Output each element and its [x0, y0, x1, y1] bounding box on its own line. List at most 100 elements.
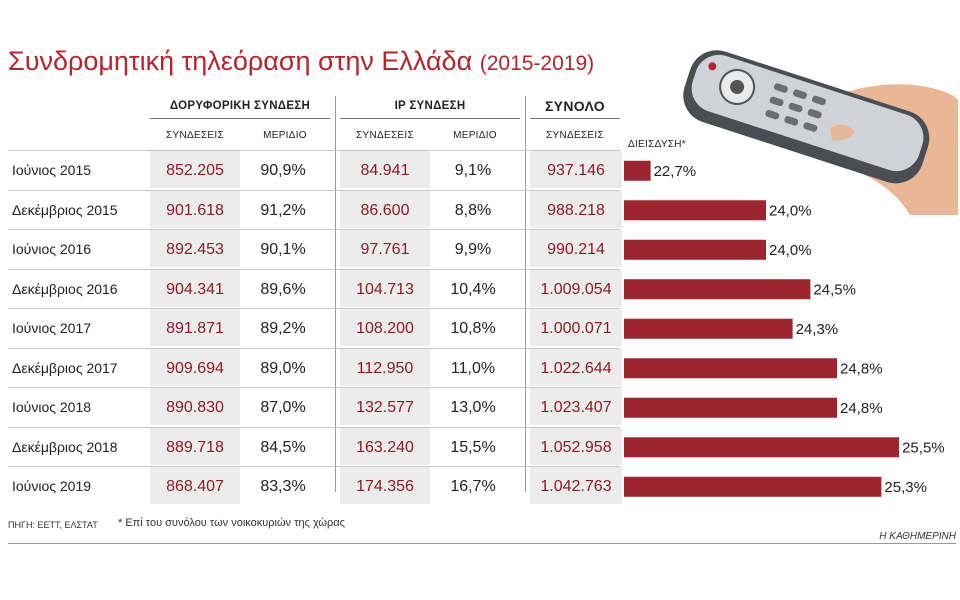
penetration-bar: [624, 476, 882, 497]
total-connections-cell: 1.000.071: [530, 309, 622, 346]
table-row: Ιούνιος 2016 892.453 90,1% 97.761 9,9% 990.21…: [8, 229, 622, 269]
penetration-bar: [624, 200, 766, 221]
total-connections-cell: 1.009.054: [530, 269, 622, 307]
table-row: Δεκέμβριος 2016 904.341 89,6% 104.713 10,4% 1…: [8, 268, 622, 309]
sat-connections-cell: 892.453: [150, 230, 240, 267]
ip-share-cell: 13,0%: [450, 399, 496, 416]
penetration-bar: [624, 358, 837, 379]
sat-connections-cell: 904.341: [150, 269, 240, 307]
sat-connections-cell: 891.871: [150, 309, 240, 346]
total-connections-cell: 1.052.958: [530, 427, 622, 465]
total-connections-cell: 1.023.407: [530, 388, 622, 425]
period-label: Ιούνιος 2017: [12, 320, 92, 336]
ip-share-cell: 9,1%: [454, 162, 492, 179]
col-header-sat-connections: ΣΥΝΔΕΣΕΙΣ: [166, 130, 224, 141]
penetration-value-label: 24,8%: [840, 400, 883, 417]
group-underline-ip: [340, 118, 520, 119]
penetration-value-label: 25,3%: [884, 479, 927, 496]
group-header-total: ΣΥΝΟΛΟ: [544, 98, 605, 114]
ip-connections-cell: 97.761: [340, 230, 430, 267]
penetration-value-label: 24,8%: [840, 360, 883, 377]
penetration-value-label: 24,0%: [769, 242, 812, 259]
sat-share-cell: 90,1%: [260, 241, 306, 258]
ip-connections-cell: 86.600: [340, 190, 430, 228]
sat-connections-cell: 852.205: [150, 151, 240, 188]
ip-share-cell: 10,4%: [450, 280, 496, 298]
total-connections-cell: 990.214: [530, 230, 622, 267]
period-label: Ιούνιος 2015: [12, 162, 92, 178]
group-underline-satellite: [150, 118, 330, 119]
title-text: Συνδρομητική τηλεόραση στην Ελλάδα: [8, 46, 473, 76]
period-label: Δεκέμβριος 2017: [12, 359, 118, 376]
column-separator-2: [525, 96, 526, 492]
table-row: Δεκέμβριος 2017 909.694 89,0% 112.950 11,0% 1…: [8, 347, 622, 388]
sat-share-cell: 89,0%: [260, 359, 306, 377]
sat-connections-cell: 901.618: [150, 190, 240, 228]
total-connections-cell: 988.218: [530, 190, 622, 228]
ip-connections-cell: 163.240: [340, 427, 430, 465]
table-row: Ιούνιος 2015 852.205 90,9% 84.941 9,1% 937.14…: [8, 150, 622, 190]
group-header-ip: IP ΣΥΝΔΕΣΗ: [394, 100, 466, 112]
table-row: Δεκέμβριος 2015 901.618 91,2% 86.600 8,8% 988…: [8, 189, 622, 230]
period-label: Ιούνιος 2019: [12, 478, 92, 494]
column-separator-1: [335, 96, 336, 492]
title-years: (2015-2019): [479, 52, 595, 75]
group-header-satellite: ΔΟΡΥΦΟΡΙΚΗ ΣΥΝΔΕΣΗ: [169, 100, 311, 112]
table-row: Ιούνιος 2018 890.830 87,0% 132.577 13,0% 1.02…: [8, 387, 622, 427]
penetration-value-label: 25,5%: [902, 439, 945, 456]
table-row: Δεκέμβριος 2018 889.718 84,5% 163.240 15,5% 1…: [8, 426, 622, 467]
total-connections-cell: 1.022.644: [530, 348, 622, 386]
penetration-bar: [624, 397, 837, 418]
penetration-bar: [624, 437, 900, 458]
ip-share-cell: 10,8%: [450, 320, 496, 337]
table-row: Ιούνιος 2017 891.871 89,2% 108.200 10,8% 1.00…: [8, 308, 622, 348]
period-label: Δεκέμβριος 2016: [12, 280, 118, 297]
col-header-sat-share: ΜΕΡΙΔΙΟ: [263, 130, 307, 141]
ip-share-cell: 9,9%: [454, 241, 492, 258]
period-label: Δεκέμβριος 2018: [12, 438, 118, 455]
penetration-bar: [624, 279, 811, 300]
sat-share-cell: 84,5%: [260, 438, 306, 456]
source-label: ΠΗΓΗ: ΕΕΤΤ, ΕΛΣΤΑΤ: [8, 520, 98, 530]
sat-connections-cell: 868.407: [150, 467, 240, 504]
penetration-value-label: 24,3%: [796, 321, 839, 338]
penetration-bar: [624, 318, 793, 339]
sat-connections-cell: 890.830: [150, 388, 240, 425]
ip-connections-cell: 84.941: [340, 151, 430, 188]
col-header-total-connections: ΣΥΝΔΕΣΕΙΣ: [546, 130, 604, 141]
total-connections-cell: 937.146: [530, 151, 622, 188]
penetration-value-label: 24,0%: [769, 202, 812, 219]
sat-share-cell: 89,2%: [260, 320, 306, 337]
sat-share-cell: 90,9%: [260, 162, 306, 179]
penetration-value-label: 24,5%: [813, 281, 856, 298]
total-connections-cell: 1.042.763: [530, 467, 622, 504]
ip-share-cell: 16,7%: [450, 478, 496, 495]
period-label: Ιούνιος 2018: [12, 399, 92, 415]
sat-connections-cell: 889.718: [150, 427, 240, 465]
ip-share-cell: 8,8%: [454, 201, 492, 219]
col-header-ip-share: ΜΕΡΙΔΙΟ: [453, 130, 497, 141]
period-label: Ιούνιος 2016: [12, 241, 92, 257]
ip-connections-cell: 174.356: [340, 467, 430, 504]
sat-share-cell: 91,2%: [260, 201, 306, 219]
ip-connections-cell: 104.713: [340, 269, 430, 307]
ip-share-cell: 11,0%: [450, 359, 496, 377]
sat-share-cell: 89,6%: [260, 280, 306, 298]
col-header-ip-connections: ΣΥΝΔΕΣΕΙΣ: [356, 130, 414, 141]
footnote: * Επί του συνόλου των νοικοκυριών της χώ…: [118, 517, 345, 529]
sat-share-cell: 83,3%: [260, 478, 306, 495]
sat-share-cell: 87,0%: [260, 399, 306, 416]
ip-share-cell: 15,5%: [450, 438, 496, 456]
sat-connections-cell: 909.694: [150, 348, 240, 386]
ip-connections-cell: 112.950: [340, 348, 430, 386]
chart-title: Συνδρομητική τηλεόραση στην Ελλάδα (2015…: [8, 46, 594, 77]
penetration-bar: [624, 160, 651, 181]
penetration-bar: [624, 239, 766, 260]
bottom-rule: [8, 543, 956, 544]
group-underline-total: [530, 118, 620, 119]
table-row: Ιούνιος 2019 868.407 83,3% 174.356 16,7% 1.04…: [8, 466, 622, 506]
ip-connections-cell: 132.577: [340, 388, 430, 425]
penetration-value-label: 22,7%: [654, 163, 697, 180]
publisher-brand: Η ΚΑΘΗΜΕΡΙΝΗ: [879, 531, 956, 542]
